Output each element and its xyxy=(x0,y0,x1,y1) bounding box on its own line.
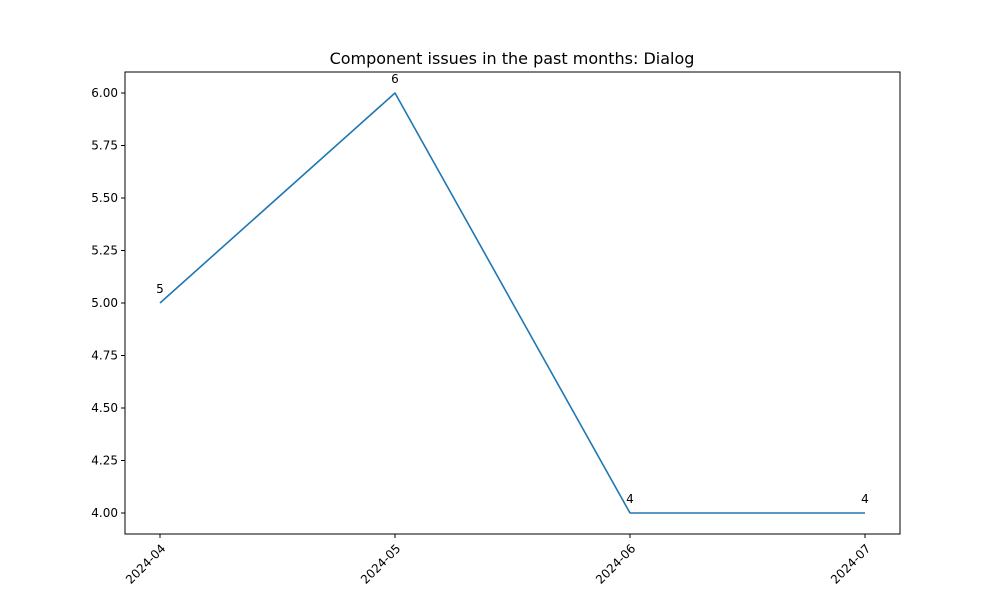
series-layer xyxy=(159,92,865,514)
y-tick-label: 4.75 xyxy=(91,349,118,363)
data-label: 4 xyxy=(861,492,869,506)
y-tick-label: 4.25 xyxy=(91,454,118,468)
data-label: 4 xyxy=(626,492,634,506)
data-label: 6 xyxy=(391,72,399,86)
x-axis: 2024-04 2024-05 2024-06 2024-07 xyxy=(123,534,873,587)
y-tick-label: 5.00 xyxy=(91,296,118,310)
x-tick-label: 2024-05 xyxy=(358,541,403,586)
y-axis: 4.00 4.25 4.50 4.75 5.00 5.25 5.50 5.75 6.00 xyxy=(91,86,125,520)
chart-title: Component issues in the past months: Dia… xyxy=(330,49,695,68)
x-tick-label: 2024-04 xyxy=(123,541,168,586)
data-label: 5 xyxy=(156,282,164,296)
x-tick-label: 2024-06 xyxy=(593,541,638,586)
data-labels: 5 6 4 4 xyxy=(156,72,869,506)
y-tick-label: 6.00 xyxy=(91,86,118,100)
series-line xyxy=(159,92,865,514)
x-tick-label: 2024-07 xyxy=(828,541,873,586)
y-tick-label: 5.75 xyxy=(91,139,118,153)
y-tick-label: 5.25 xyxy=(91,244,118,258)
y-tick-label: 5.50 xyxy=(91,191,118,205)
y-tick-label: 4.50 xyxy=(91,401,118,415)
plot-frame xyxy=(124,71,901,535)
y-tick-label: 4.00 xyxy=(91,506,118,520)
